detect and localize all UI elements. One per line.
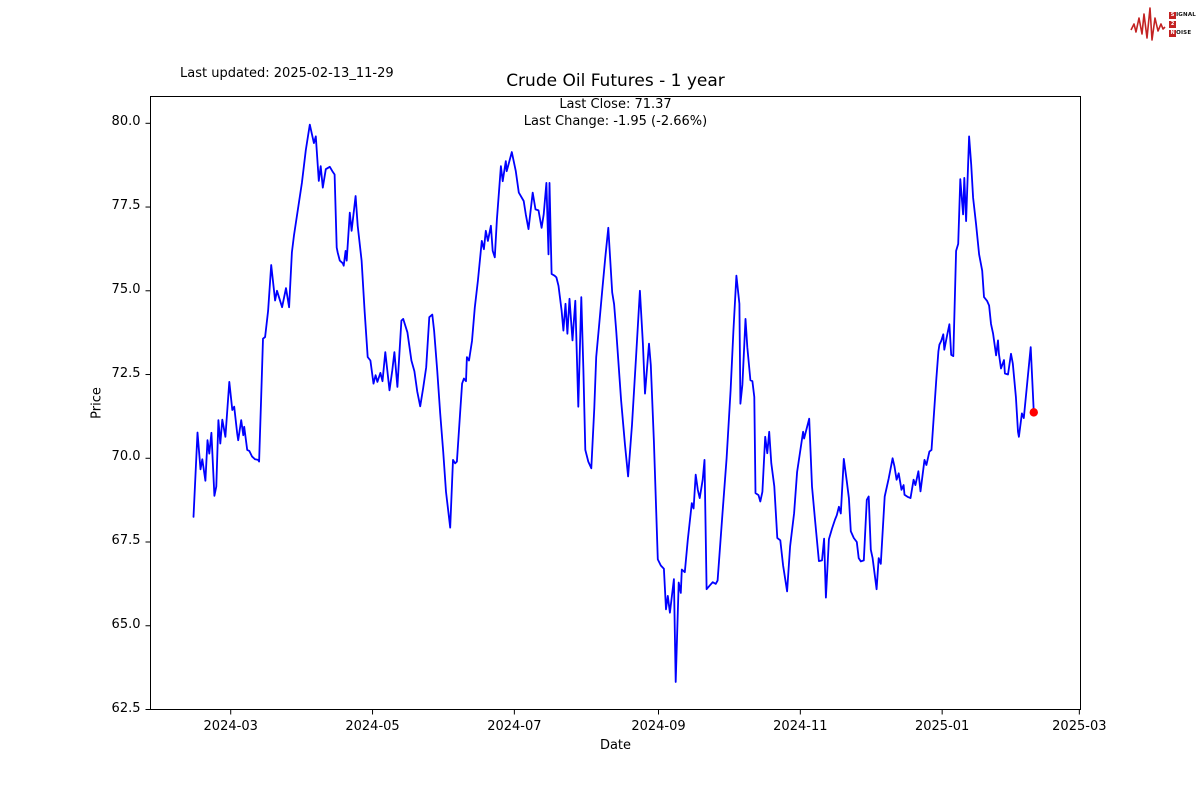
y-tick-label: 75.0 [111,281,141,297]
x-tick-label: 2024-09 [631,718,686,734]
y-tick-label: 70.0 [111,449,141,465]
logo-letter-n: N [1169,29,1177,37]
x-tick-label: 2024-07 [487,718,542,734]
x-axis-label: Date [599,738,632,753]
logo-letter-s: S [1169,11,1177,19]
last-point-marker [1029,408,1038,417]
x-tick-label: 2025-01 [914,718,970,734]
chart-title: Crude Oil Futures - 1 year [506,71,725,91]
y-tick-label: 65.0 [111,616,141,632]
last-updated-text: Last updated: 2025-02-13_11-29 [180,66,394,81]
logo-letter-2: 2 [1169,20,1177,28]
price-line [192,123,1035,683]
y-tick-label: 67.5 [111,533,141,548]
x-tick-label: 2024-03 [203,718,258,734]
logo-row-2: 2 [1169,20,1196,28]
y-tick-label: 77.5 [111,198,141,214]
y-axis-label: Price [89,387,105,419]
logo-row-signal: S IGNAL [1169,11,1196,19]
last-change-text: Last Change: -1.95 (-2.66%) [523,114,708,129]
y-tick-label: 72.5 [111,365,141,381]
x-tick-label: 2024-05 [345,718,400,734]
logo-row-noise: N OISE [1169,29,1192,37]
waveform-icon [1130,7,1166,41]
y-tick-label: 80.0 [111,114,141,130]
x-tick-label: 2025-03 [1052,718,1107,734]
plot-border [150,96,1081,710]
x-tick-label: 2024-11 [773,718,828,734]
logo-text: S IGNAL 2 N OISE [1169,11,1196,37]
last-close-text: Last Close: 71.37 [559,97,672,112]
signal2noise-logo: S IGNAL 2 N OISE [1130,3,1196,45]
y-tick-label: 62.5 [111,700,141,716]
